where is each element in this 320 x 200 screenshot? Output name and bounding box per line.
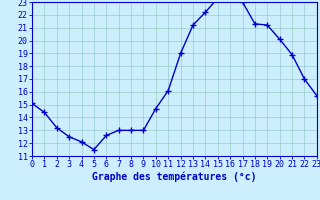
- X-axis label: Graphe des températures (°c): Graphe des températures (°c): [92, 172, 257, 182]
